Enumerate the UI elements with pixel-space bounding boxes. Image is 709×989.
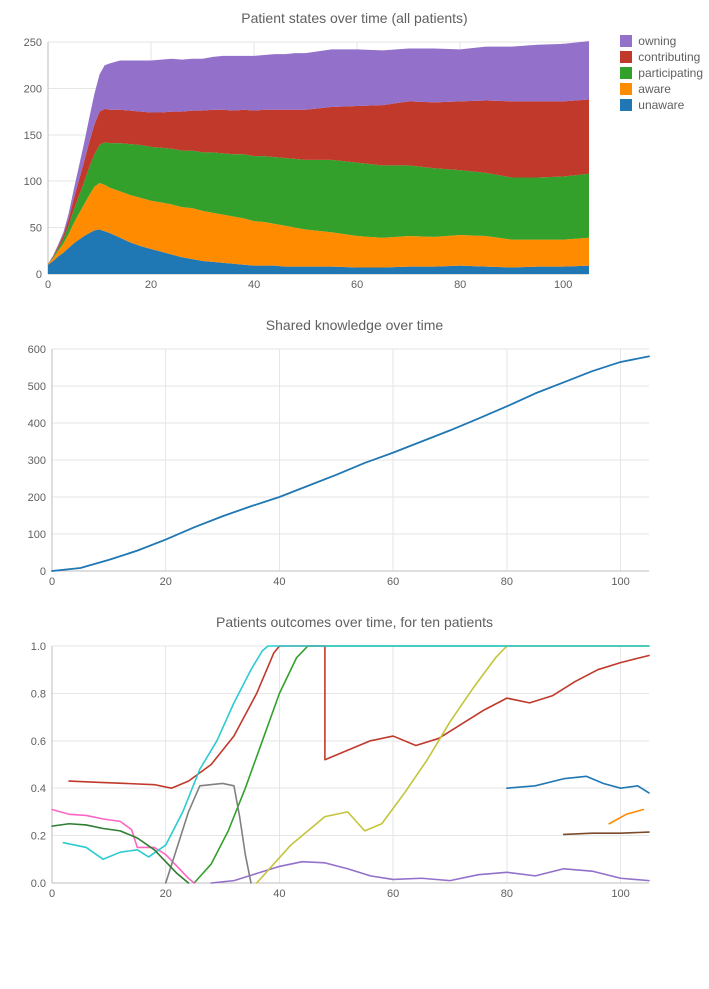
chart1-svg: 0 20 40 60 80 100 0 50 100 150 200 250 <box>0 32 709 302</box>
svg-text:40: 40 <box>273 576 285 588</box>
outcome-line-p1 <box>507 776 649 793</box>
svg-text:100: 100 <box>28 529 46 541</box>
legend-swatch-icon <box>620 67 632 79</box>
svg-text:500: 500 <box>28 381 46 393</box>
outcome-line-p10 <box>63 646 649 859</box>
legend-label: aware <box>638 82 671 96</box>
svg-text:0.2: 0.2 <box>31 831 46 843</box>
outcome-line-p7 <box>52 810 194 883</box>
svg-text:100: 100 <box>611 576 629 588</box>
svg-text:200: 200 <box>24 83 42 95</box>
svg-text:80: 80 <box>501 576 513 588</box>
chart3-title: Patients outcomes over time, for ten pat… <box>0 614 709 630</box>
legend-swatch-icon <box>620 99 632 111</box>
svg-text:100: 100 <box>24 176 42 188</box>
chart1-title: Patient states over time (all patients) <box>0 10 709 26</box>
svg-text:20: 20 <box>145 279 157 291</box>
outcome-line-p2 <box>609 810 643 824</box>
svg-text:100: 100 <box>611 888 629 900</box>
svg-text:50: 50 <box>30 223 42 235</box>
svg-text:200: 200 <box>28 492 46 504</box>
svg-text:80: 80 <box>454 279 466 291</box>
chart3-svg: 0 20 40 60 80 100 0.0 0.2 0.4 0.6 0.8 1.0 <box>0 636 709 911</box>
page-root: Patient states over time (all patients) … <box>0 10 709 916</box>
chart1-legend: owning contributing participating aware unaw… <box>620 34 703 114</box>
legend-swatch-icon <box>620 51 632 63</box>
svg-text:40: 40 <box>248 279 260 291</box>
svg-text:0.8: 0.8 <box>31 688 46 700</box>
svg-text:60: 60 <box>387 576 399 588</box>
svg-text:0: 0 <box>40 566 46 578</box>
svg-text:100: 100 <box>554 279 572 291</box>
svg-text:60: 60 <box>351 279 363 291</box>
legend-item-owning: owning <box>620 34 703 48</box>
legend-item-contributing: contributing <box>620 50 703 64</box>
legend-label: contributing <box>638 50 700 64</box>
svg-text:80: 80 <box>501 888 513 900</box>
outcome-line-p5 <box>211 862 649 883</box>
legend-swatch-icon <box>620 35 632 47</box>
svg-text:0: 0 <box>45 279 51 291</box>
chart-patient-outcomes: Patients outcomes over time, for ten pat… <box>0 614 709 916</box>
svg-text:40: 40 <box>273 888 285 900</box>
legend-item-aware: aware <box>620 82 703 96</box>
outcome-line-p4 <box>69 646 649 788</box>
legend-item-participating: participating <box>620 66 703 80</box>
chart-patient-states: Patient states over time (all patients) … <box>0 10 709 307</box>
svg-text:300: 300 <box>28 455 46 467</box>
svg-text:0: 0 <box>49 888 55 900</box>
line-shared-knowledge <box>52 356 649 571</box>
svg-text:1.0: 1.0 <box>31 641 46 653</box>
svg-text:60: 60 <box>387 888 399 900</box>
svg-text:400: 400 <box>28 418 46 430</box>
svg-text:20: 20 <box>160 576 172 588</box>
chart-shared-knowledge: Shared knowledge over time 0204060801000… <box>0 317 709 604</box>
svg-text:20: 20 <box>160 888 172 900</box>
legend-item-unaware: unaware <box>620 98 703 112</box>
legend-label: participating <box>638 66 703 80</box>
legend-swatch-icon <box>620 83 632 95</box>
chart2-svg: 0 20 40 60 80 100 0 100 200 300 400 500 600 <box>0 339 709 599</box>
svg-text:0: 0 <box>49 576 55 588</box>
svg-text:250: 250 <box>24 37 42 49</box>
legend-label: unaware <box>638 98 684 112</box>
svg-text:0: 0 <box>36 269 42 281</box>
svg-text:0.0: 0.0 <box>31 878 46 890</box>
legend-label: owning <box>638 34 676 48</box>
svg-text:0.6: 0.6 <box>31 736 46 748</box>
chart2-title: Shared knowledge over time <box>0 317 709 333</box>
outcome-line-p6 <box>564 832 649 834</box>
svg-text:0.4: 0.4 <box>31 783 46 795</box>
svg-text:600: 600 <box>28 344 46 356</box>
svg-text:150: 150 <box>24 130 42 142</box>
outcome-line-p9 <box>257 646 649 883</box>
